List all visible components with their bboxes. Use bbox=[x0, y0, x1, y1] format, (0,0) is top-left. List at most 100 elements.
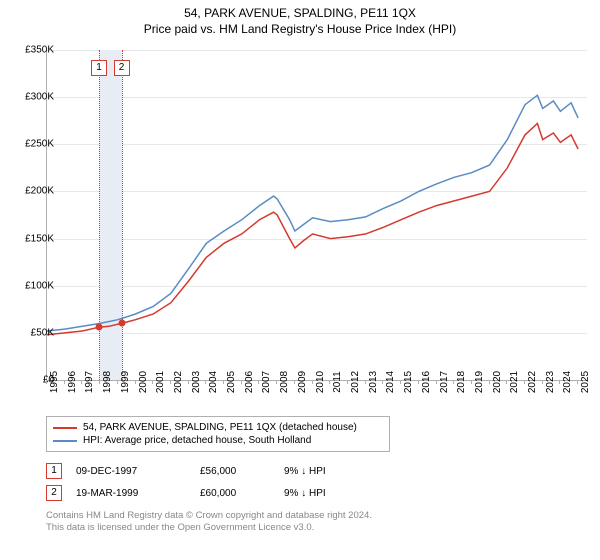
y-axis-label: £300K bbox=[10, 92, 54, 103]
x-tick bbox=[117, 380, 118, 384]
transaction-price: £56,000 bbox=[200, 466, 270, 477]
legend-section: 54, PARK AVENUE, SPALDING, PE11 1QX (det… bbox=[46, 416, 586, 535]
x-tick bbox=[382, 380, 383, 384]
chart-lines bbox=[47, 50, 587, 380]
transaction-price: £60,000 bbox=[200, 488, 270, 499]
legend-swatch bbox=[53, 440, 77, 442]
x-tick bbox=[329, 380, 330, 384]
page-title: 54, PARK AVENUE, SPALDING, PE11 1QX bbox=[0, 0, 600, 20]
x-tick bbox=[170, 380, 171, 384]
x-axis-label: 2009 bbox=[297, 371, 308, 393]
x-axis-label: 2007 bbox=[261, 371, 272, 393]
legend-swatch bbox=[53, 427, 77, 429]
transaction-marker: 2 bbox=[46, 485, 62, 501]
x-tick bbox=[46, 380, 47, 384]
page-subtitle: Price paid vs. HM Land Registry's House … bbox=[0, 20, 600, 36]
x-tick bbox=[188, 380, 189, 384]
transactions-table: 1 09-DEC-1997 £56,000 9% ↓ HPI 2 19-MAR-1999 £… bbox=[46, 460, 586, 504]
y-axis-label: £0 bbox=[10, 375, 54, 386]
x-axis-label: 2024 bbox=[562, 371, 573, 393]
x-tick bbox=[152, 380, 153, 384]
x-axis-label: 2019 bbox=[474, 371, 485, 393]
y-axis-label: £250K bbox=[10, 139, 54, 150]
x-tick bbox=[524, 380, 525, 384]
y-axis-label: £50K bbox=[10, 327, 54, 338]
x-tick bbox=[436, 380, 437, 384]
x-tick bbox=[135, 380, 136, 384]
transaction-pct: 9% ↓ HPI bbox=[284, 488, 374, 499]
x-axis-label: 2025 bbox=[580, 371, 591, 393]
y-axis-label: £350K bbox=[10, 45, 54, 56]
x-axis-label: 1999 bbox=[120, 371, 131, 393]
transaction-date: 19-MAR-1999 bbox=[76, 488, 186, 499]
x-axis-label: 1995 bbox=[49, 371, 60, 393]
x-axis-label: 2013 bbox=[368, 371, 379, 393]
x-axis-label: 2015 bbox=[403, 371, 414, 393]
x-axis-label: 2018 bbox=[456, 371, 467, 393]
x-axis-label: 2012 bbox=[350, 371, 361, 393]
x-tick bbox=[99, 380, 100, 384]
x-tick bbox=[312, 380, 313, 384]
x-tick bbox=[241, 380, 242, 384]
x-tick bbox=[223, 380, 224, 384]
x-axis-label: 2022 bbox=[527, 371, 538, 393]
x-axis-label: 2004 bbox=[208, 371, 219, 393]
x-tick bbox=[276, 380, 277, 384]
x-axis-label: 2008 bbox=[279, 371, 290, 393]
x-tick bbox=[471, 380, 472, 384]
attribution-line-1: Contains HM Land Registry data © Crown c… bbox=[46, 510, 586, 522]
x-tick bbox=[294, 380, 295, 384]
x-tick bbox=[81, 380, 82, 384]
transaction-dot bbox=[96, 324, 103, 331]
x-axis-label: 2010 bbox=[315, 371, 326, 393]
x-tick bbox=[400, 380, 401, 384]
legend-row: HPI: Average price, detached house, Sout… bbox=[53, 434, 383, 447]
x-tick bbox=[205, 380, 206, 384]
x-tick bbox=[542, 380, 543, 384]
x-tick bbox=[559, 380, 560, 384]
x-axis-label: 2002 bbox=[173, 371, 184, 393]
x-axis-label: 2020 bbox=[492, 371, 503, 393]
transaction-dot bbox=[118, 320, 125, 327]
transaction-pct: 9% ↓ HPI bbox=[284, 466, 374, 477]
chart-plot: 12 bbox=[46, 50, 587, 381]
legend-label: 54, PARK AVENUE, SPALDING, PE11 1QX (det… bbox=[83, 422, 357, 433]
x-tick bbox=[418, 380, 419, 384]
x-tick bbox=[489, 380, 490, 384]
transaction-row: 1 09-DEC-1997 £56,000 9% ↓ HPI bbox=[46, 460, 586, 482]
x-axis-label: 1998 bbox=[102, 371, 113, 393]
x-axis-label: 2016 bbox=[421, 371, 432, 393]
y-axis-label: £200K bbox=[10, 186, 54, 197]
x-axis-label: 2017 bbox=[439, 371, 450, 393]
x-tick bbox=[258, 380, 259, 384]
legend-box: 54, PARK AVENUE, SPALDING, PE11 1QX (det… bbox=[46, 416, 390, 452]
x-tick bbox=[347, 380, 348, 384]
attribution-line-2: This data is licensed under the Open Gov… bbox=[46, 522, 586, 534]
x-tick bbox=[453, 380, 454, 384]
transaction-date: 09-DEC-1997 bbox=[76, 466, 186, 477]
legend-label: HPI: Average price, detached house, Sout… bbox=[83, 435, 311, 446]
x-axis-label: 1996 bbox=[67, 371, 78, 393]
y-axis-label: £150K bbox=[10, 233, 54, 244]
x-tick bbox=[64, 380, 65, 384]
x-axis-label: 1997 bbox=[84, 371, 95, 393]
x-axis-label: 2001 bbox=[155, 371, 166, 393]
x-axis-label: 2003 bbox=[191, 371, 202, 393]
series-property bbox=[47, 124, 578, 335]
x-tick bbox=[506, 380, 507, 384]
x-axis-label: 2005 bbox=[226, 371, 237, 393]
x-axis-label: 2000 bbox=[138, 371, 149, 393]
legend-row: 54, PARK AVENUE, SPALDING, PE11 1QX (det… bbox=[53, 421, 383, 434]
x-axis-label: 2006 bbox=[244, 371, 255, 393]
y-axis-label: £100K bbox=[10, 280, 54, 291]
x-axis-label: 2021 bbox=[509, 371, 520, 393]
series-hpi bbox=[47, 95, 578, 331]
transaction-marker: 1 bbox=[46, 463, 62, 479]
attribution-text: Contains HM Land Registry data © Crown c… bbox=[46, 510, 586, 535]
x-axis-label: 2011 bbox=[332, 371, 343, 393]
x-axis-label: 2023 bbox=[545, 371, 556, 393]
x-tick bbox=[577, 380, 578, 384]
transaction-row: 2 19-MAR-1999 £60,000 9% ↓ HPI bbox=[46, 482, 586, 504]
x-axis-label: 2014 bbox=[385, 371, 396, 393]
x-tick bbox=[365, 380, 366, 384]
